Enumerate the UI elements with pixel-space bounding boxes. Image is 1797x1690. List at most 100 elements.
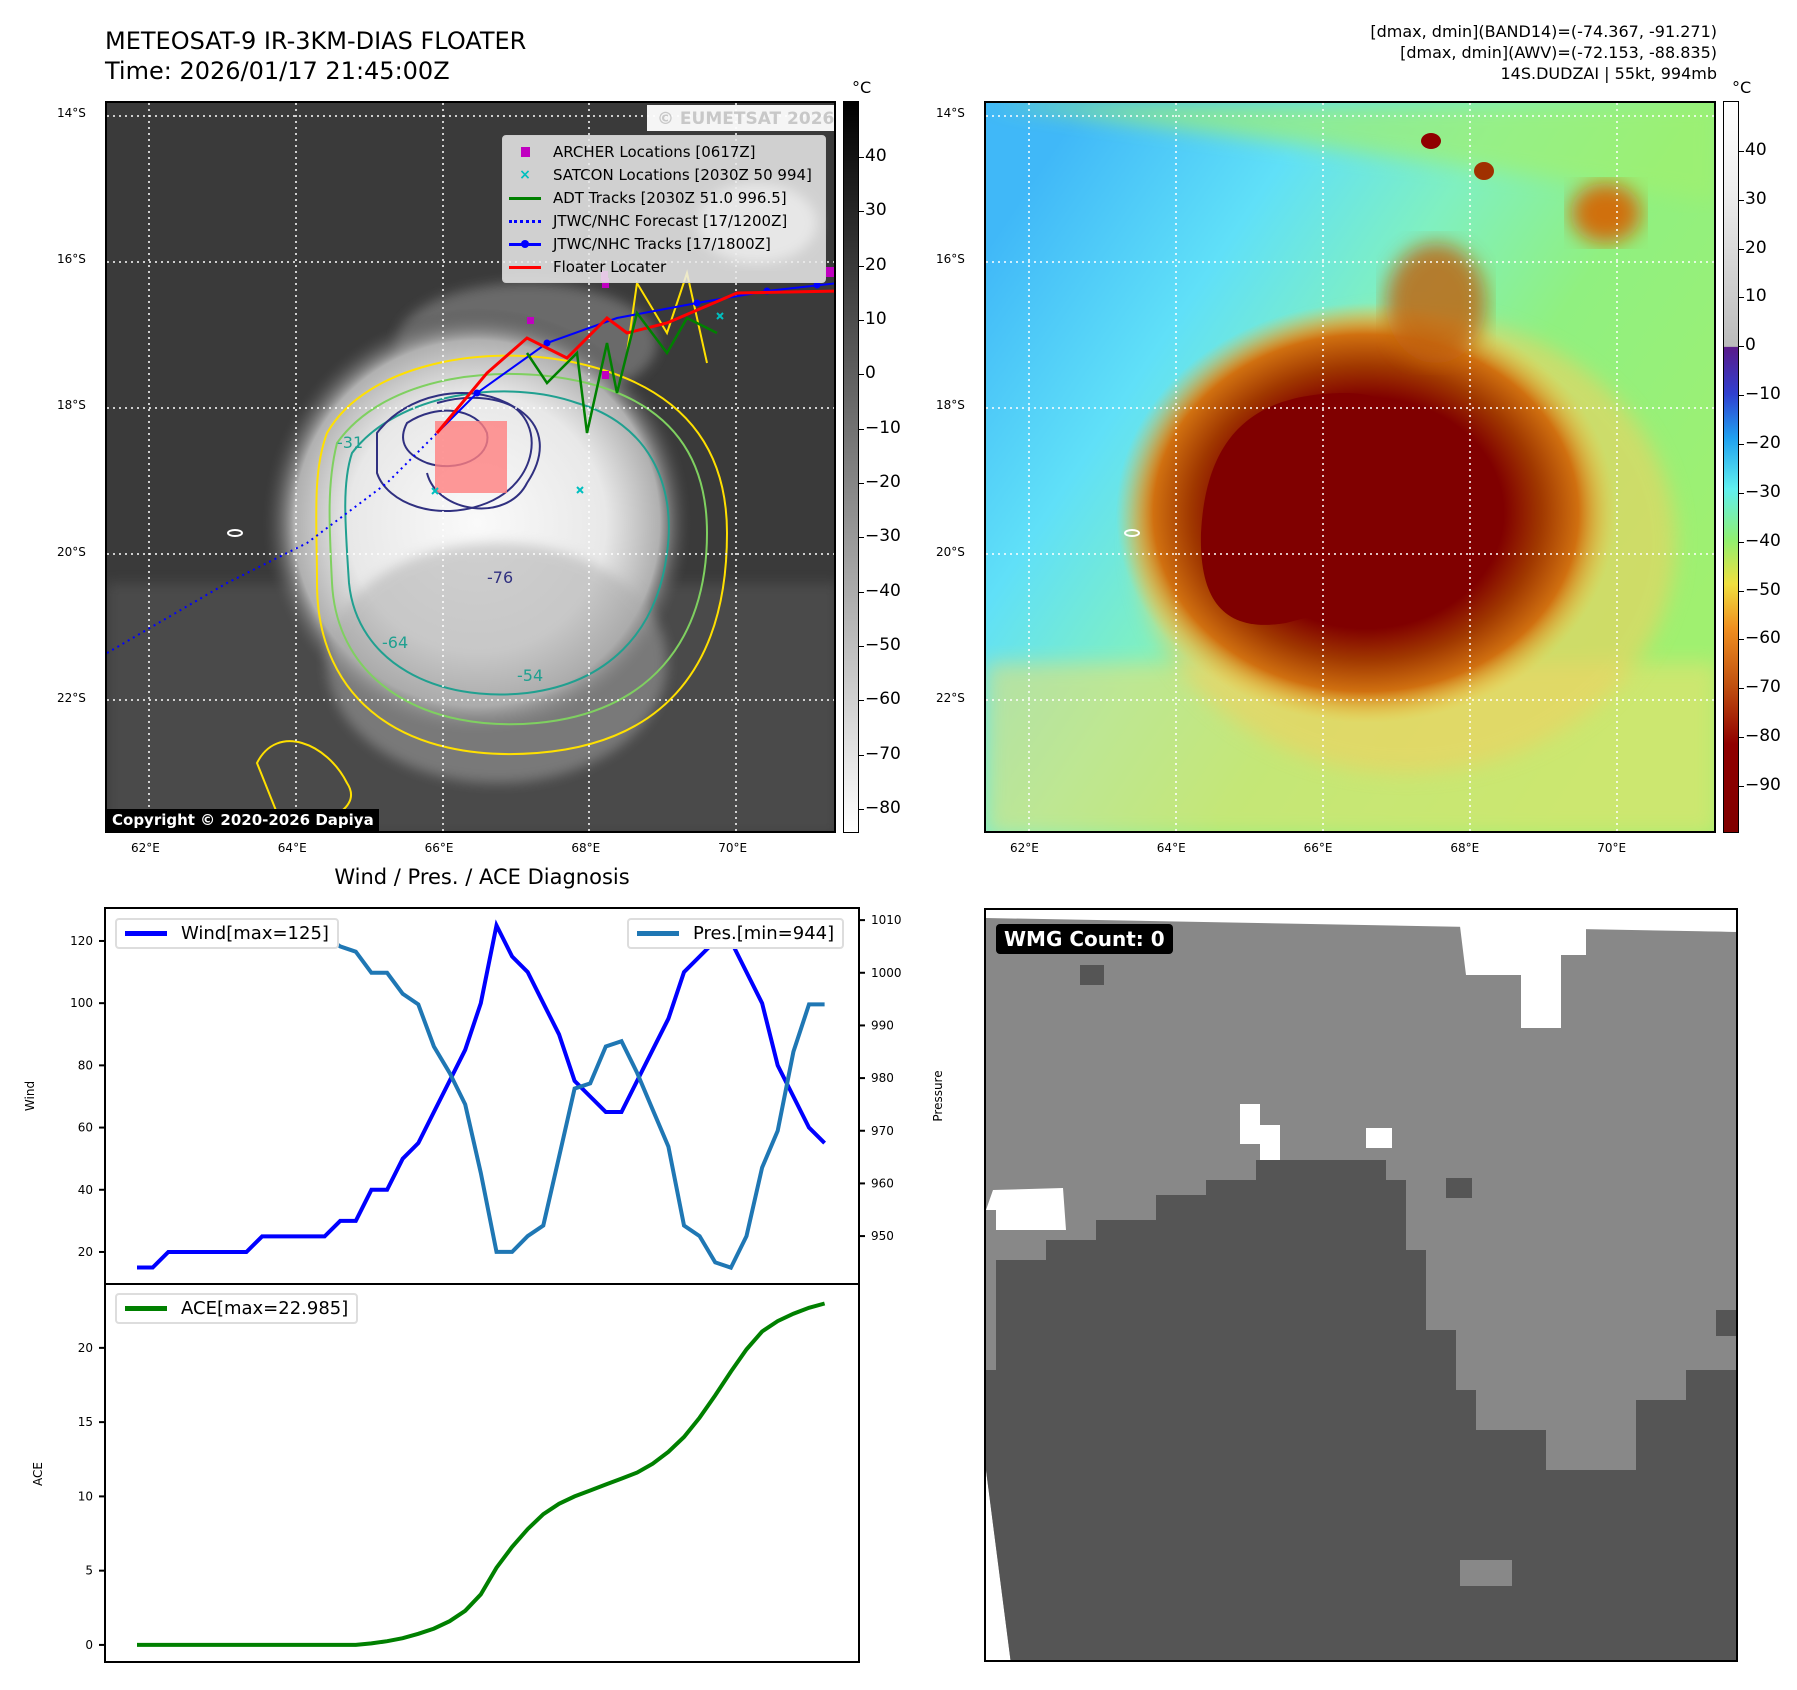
pressure-axis-label: Pressure <box>931 1070 945 1121</box>
wind-axis-tick-label: 40 <box>78 1183 93 1197</box>
longitude-label: 64°E <box>1156 841 1186 855</box>
legend-label: Floater Locater <box>553 257 667 276</box>
ace-axis-tick-label: 15 <box>78 1415 93 1429</box>
colorbar-tick <box>859 374 864 376</box>
legend-label: JTWC/NHC Forecast [17/1200Z] <box>553 211 788 230</box>
colorbar-tick-label: −70 <box>1745 677 1781 698</box>
wmg-count-label: WMG Count: 0 <box>996 924 1173 954</box>
figure-title: METEOSAT-9 IR-3KM-DIAS FLOATER <box>105 27 527 55</box>
x-marker-icon: × <box>519 166 531 183</box>
colorbar-tick <box>1739 639 1744 641</box>
ace-axis-tick-label: 5 <box>85 1564 93 1578</box>
adt-track-line <box>525 310 718 434</box>
colorbar-tick-label: −90 <box>1745 775 1781 796</box>
pressure-axis-tick-label: 1000 <box>871 966 902 980</box>
longitude-label: 66°E <box>424 841 454 855</box>
ace-axes <box>104 1283 860 1663</box>
awv-gridlines <box>986 103 1714 831</box>
ace-axis-tick-label: 10 <box>78 1489 93 1503</box>
colorbar-tick <box>859 809 864 811</box>
awv-map-panel[interactable] <box>984 101 1716 833</box>
colorbar-tick-label: −80 <box>865 798 901 819</box>
wind-pres-axes <box>104 907 860 1285</box>
colorbar-tick-label: −10 <box>1745 384 1781 405</box>
info-awv-text: [dmax, dmin](AWV)=(-72.153, -88.835) <box>1400 43 1717 62</box>
colorbar-tick-label: 20 <box>1745 237 1767 258</box>
ir-map-legend: ARCHER Locations [0617Z] × SATCON Locatio… <box>502 135 826 283</box>
latitude-label: 16°S <box>57 252 86 267</box>
pressure-axis-tick-label: 950 <box>871 1229 894 1243</box>
colorbar-tick-label: −30 <box>1745 481 1781 502</box>
eumetsat-watermark: © EUMETSAT 2026 <box>657 109 834 129</box>
colorbar-tick <box>1739 590 1744 592</box>
info-storm: 14S.DUDZAI | 55kt, 994mb <box>1501 64 1718 83</box>
contour-label: -76 <box>487 568 513 587</box>
colorbar-tick-label: −40 <box>1745 530 1781 551</box>
ace-axis-label: ACE <box>31 1462 45 1486</box>
contour-label: -31 <box>337 433 363 452</box>
wind-axis-label: Wind <box>23 1081 37 1111</box>
colorbar-tick <box>1739 737 1744 739</box>
dotted-line-icon <box>509 215 541 227</box>
pressure-axis-tick-label: 1010 <box>871 913 902 927</box>
line-dot-icon <box>509 238 541 250</box>
latitude-label: 18°S <box>936 398 965 413</box>
info-band14: [dmax, dmin](BAND14)=(-74.367, -91.271) <box>1370 22 1717 41</box>
legend-item-floater: Floater Locater <box>509 255 819 278</box>
longitude-label: 70°E <box>1597 841 1627 855</box>
colorbar-tick <box>859 320 864 321</box>
colorbar-tick-label: −50 <box>1745 579 1781 600</box>
info-storm-text: 14S.DUDZAI | 55kt, 994mb <box>1500 64 1718 83</box>
legend-item-adt: ADT Tracks [2030Z 51.0 996.5] <box>509 186 819 209</box>
figure-time: Time: 2026/01/17 21:45:00Z <box>105 57 450 85</box>
floater-locater-line <box>435 289 834 434</box>
wind-legend-label: Wind[max=125] <box>181 923 329 944</box>
green-line-icon <box>125 1306 167 1311</box>
colorbar-tick <box>859 591 864 593</box>
legend-item-archer: ARCHER Locations [0617Z] <box>509 140 819 163</box>
longitude-label: 68°E <box>1450 841 1480 855</box>
ace-legend-label: ACE[max=22.985] <box>181 1298 349 1319</box>
wind-axis-tick-label: 120 <box>70 934 93 948</box>
satcon-markers <box>431 312 724 495</box>
colorbar-tick-label: −30 <box>865 526 901 547</box>
wmg-panel[interactable]: WMG Count: 0 <box>984 908 1738 1662</box>
colorbar-tick <box>1739 199 1744 201</box>
legend-item-forecast: JTWC/NHC Forecast [17/1200Z] <box>509 209 819 232</box>
colorbar-tick <box>1739 492 1744 494</box>
legend-label: ARCHER Locations [0617Z] <box>553 142 756 161</box>
longitude-label: 70°E <box>718 841 748 855</box>
longitude-label: 62°E <box>131 841 160 855</box>
blue-line-icon <box>125 931 167 936</box>
awv-colorbar <box>1723 101 1739 833</box>
colorbar-tick <box>1739 395 1744 397</box>
ir-colorbar <box>843 101 859 833</box>
legend-label: JTWC/NHC Tracks [17/1800Z] <box>553 234 771 253</box>
colorbar-tick <box>859 211 864 213</box>
latitude-label: 20°S <box>57 544 86 559</box>
pressure-axis-tick-label: 980 <box>871 1071 894 1085</box>
colorbar-tick-label: −40 <box>865 580 901 601</box>
colorbar-tick-label: 40 <box>865 145 887 166</box>
ace-axis-tick-label: 20 <box>78 1341 93 1355</box>
ace-legend: ACE[max=22.985] <box>115 1293 359 1324</box>
solid-line-icon <box>509 261 541 273</box>
colorbar-tick <box>1739 248 1744 250</box>
colorbar-tick-label: −60 <box>865 689 901 710</box>
longitude-label: 68°E <box>571 841 601 855</box>
colorbar-tick-label: 40 <box>1745 139 1767 160</box>
legend-label: SATCON Locations [2030Z 50 994] <box>553 165 812 184</box>
colorbar-tick-label: 0 <box>1745 335 1756 356</box>
longitude-label: 64°E <box>277 841 307 855</box>
colorbar-tick <box>859 537 864 539</box>
colorbar-tick <box>859 646 864 648</box>
contour-label: -64 <box>382 633 408 652</box>
pressure-axis-tick-label: 990 <box>871 1018 894 1032</box>
ir-map-panel[interactable]: -31 -54 -64 -76 © EUMETSAT 2026 ARCHER L… <box>105 101 836 833</box>
colorbar-tick <box>859 265 864 267</box>
colorbar-tick-label: 30 <box>1745 188 1767 209</box>
colorbar-tick-label: −20 <box>865 472 901 493</box>
colorbar-tick-label: −50 <box>865 635 901 656</box>
latitude-label: 16°S <box>936 252 965 267</box>
wind-axis-tick-label: 100 <box>70 996 93 1010</box>
